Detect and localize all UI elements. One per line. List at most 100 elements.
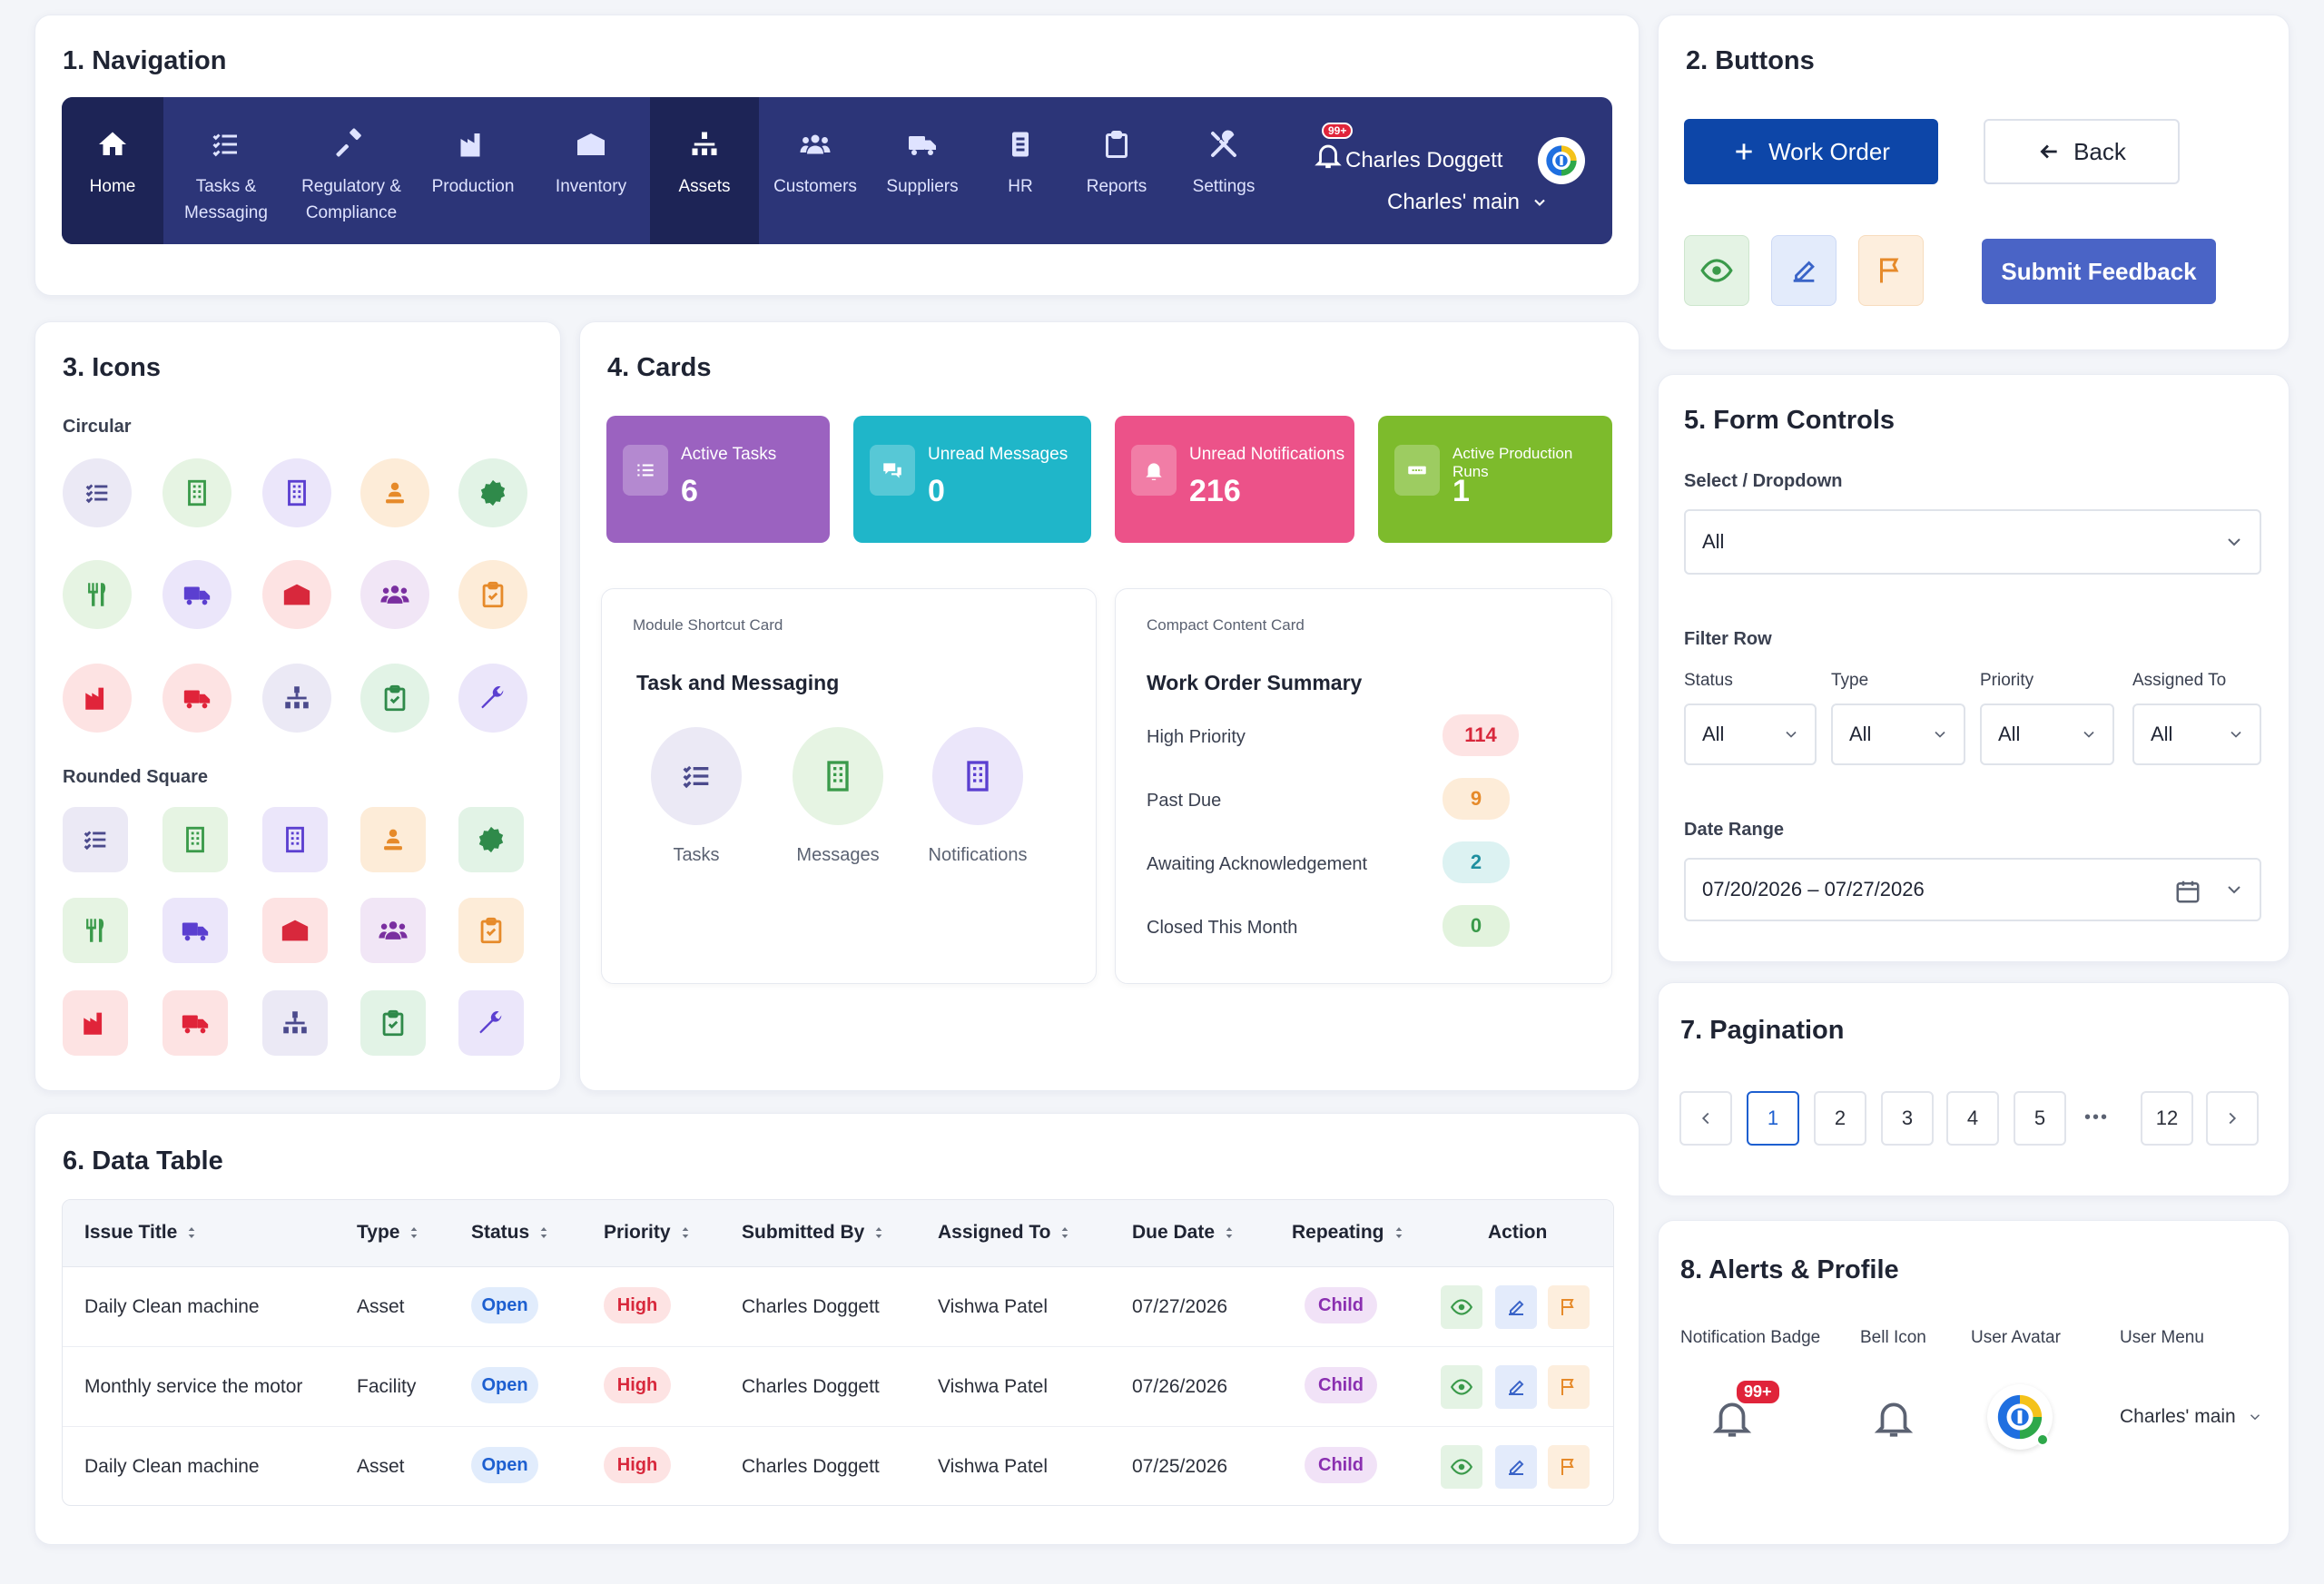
main-select[interactable]: All xyxy=(1684,509,2261,575)
page-button-4[interactable]: 4 xyxy=(1946,1091,1999,1146)
column-header-repeating[interactable]: Repeating xyxy=(1292,1222,1406,1244)
navigation-title: 1. Navigation xyxy=(63,46,227,75)
truck-icon xyxy=(909,136,936,155)
date-range-label: Date Range xyxy=(1684,820,1785,840)
page-button-3[interactable]: 3 xyxy=(1881,1091,1934,1146)
sort-icon[interactable] xyxy=(1058,1224,1072,1242)
nav-label-assets: Assets xyxy=(678,177,731,196)
row-edit-button[interactable] xyxy=(1495,1285,1537,1329)
column-header-priority[interactable]: Priority xyxy=(604,1222,693,1244)
column-header-type[interactable]: Type xyxy=(357,1222,421,1244)
sort-icon[interactable] xyxy=(407,1224,421,1242)
list-icon xyxy=(683,765,709,789)
prev-page-button[interactable] xyxy=(1679,1091,1732,1146)
nav-item-customers[interactable]: Customers xyxy=(759,97,872,244)
building-icon-tile xyxy=(262,458,331,527)
row-view-button[interactable] xyxy=(1441,1365,1482,1409)
page-button-1[interactable]: 1 xyxy=(1747,1091,1799,1146)
calendar-icon[interactable] xyxy=(2174,878,2201,905)
sort-icon[interactable] xyxy=(872,1224,886,1242)
user-menu-dropdown[interactable]: Charles' main xyxy=(2120,1406,2263,1428)
summary-count-badge: 9 xyxy=(1443,778,1510,820)
user-avatar[interactable] xyxy=(1987,1384,2053,1450)
sort-icon[interactable] xyxy=(678,1224,693,1242)
building-icon-tile xyxy=(162,458,231,527)
column-header-assigned-to[interactable]: Assigned To xyxy=(938,1222,1072,1244)
filter-status-select[interactable]: All xyxy=(1684,703,1817,765)
building-icon xyxy=(286,826,304,853)
nav-item-settings[interactable]: Settings xyxy=(1166,97,1282,244)
sort-icon[interactable] xyxy=(1392,1224,1406,1242)
next-page-button[interactable] xyxy=(2206,1091,2259,1146)
table-row[interactable]: Daily Clean machine Asset Open High Charles … xyxy=(63,1267,1613,1347)
sort-icon[interactable] xyxy=(1222,1224,1236,1242)
stat-label: Unread Messages xyxy=(928,445,1068,464)
table-row[interactable]: Daily Clean machine Asset Open High Charles … xyxy=(63,1427,1613,1505)
row-view-button[interactable] xyxy=(1441,1445,1482,1489)
nav-item-hr[interactable]: HR xyxy=(973,97,1068,244)
column-header-due-date[interactable]: Due Date xyxy=(1132,1222,1236,1244)
page-button-12[interactable]: 12 xyxy=(2141,1091,2193,1146)
bell-icon[interactable] xyxy=(1313,139,1344,172)
stat-value: 1 xyxy=(1452,474,1470,508)
sort-icon[interactable] xyxy=(184,1224,199,1242)
clipboard-check-icon xyxy=(482,581,504,608)
date-range-input[interactable]: 07/20/2026 – 07/27/2026 xyxy=(1684,858,2261,921)
nav-location-select[interactable]: Charles' main xyxy=(1387,190,1549,215)
module-messages-button[interactable] xyxy=(793,727,883,825)
flag-button[interactable] xyxy=(1858,235,1924,306)
nav-item-assets[interactable]: Assets xyxy=(650,97,759,244)
module-notifications-button[interactable] xyxy=(932,727,1023,825)
wrench-icon xyxy=(479,1011,502,1034)
column-header-submitted-by[interactable]: Submitted By xyxy=(742,1222,886,1244)
bell-icon[interactable] xyxy=(1871,1392,1916,1444)
nav-item-home[interactable]: Home xyxy=(62,97,163,244)
stat-label: Unread Notifications xyxy=(1189,445,1345,464)
row-flag-button[interactable] xyxy=(1548,1445,1590,1489)
nav-item-tasks[interactable]: Tasks & Messaging xyxy=(163,97,289,244)
nav-item-inventory[interactable]: Inventory xyxy=(532,97,650,244)
bell-with-badge-icon[interactable] xyxy=(1709,1392,1755,1444)
stat-card-active-production-runs[interactable]: Active Production Runs 1 xyxy=(1378,416,1612,543)
nav-item-reports[interactable]: Reports xyxy=(1068,97,1166,244)
avatar[interactable] xyxy=(1538,137,1585,184)
factory-icon-tile xyxy=(63,664,132,733)
row-edit-button[interactable] xyxy=(1495,1445,1537,1489)
page-button-2[interactable]: 2 xyxy=(1814,1091,1866,1146)
work-order-button[interactable]: Work Order xyxy=(1684,119,1938,184)
nav-item-suppliers[interactable]: Suppliers xyxy=(872,97,973,244)
filter-assigned-label: Assigned To xyxy=(2132,671,2227,690)
view-button[interactable] xyxy=(1684,235,1749,306)
stat-card-unread-notifications[interactable]: Unread Notifications 216 xyxy=(1115,416,1354,543)
home-icon xyxy=(99,132,126,155)
filter-assigned-select[interactable]: All xyxy=(2132,703,2261,765)
row-flag-button[interactable] xyxy=(1548,1285,1590,1329)
list-icon xyxy=(85,484,108,504)
nav-item-production[interactable]: Production xyxy=(414,97,532,244)
nav-item-regulatory[interactable]: Regulatory & Compliance xyxy=(289,97,414,244)
nav-user-area[interactable]: 99+ Charles Doggett Charles' main xyxy=(1313,123,1585,224)
back-button[interactable]: Back xyxy=(1984,119,2180,184)
filter-priority-select[interactable]: All xyxy=(1980,703,2114,765)
column-header-issue-title[interactable]: Issue Title xyxy=(84,1222,199,1244)
date-range-value: 07/20/2026 – 07/27/2026 xyxy=(1702,878,1925,900)
flag-icon xyxy=(1880,258,1899,283)
submit-feedback-button[interactable]: Submit Feedback xyxy=(1982,239,2216,304)
column-header-label: Status xyxy=(471,1222,530,1243)
page-button-5[interactable]: 5 xyxy=(2014,1091,2066,1146)
filter-row-label: Filter Row xyxy=(1684,629,1772,649)
row-view-button[interactable] xyxy=(1441,1285,1482,1329)
edit-button[interactable] xyxy=(1771,235,1837,306)
table-row[interactable]: Monthly service the motor Facility Open Hig… xyxy=(63,1347,1613,1427)
stat-card-active-tasks[interactable]: Active Tasks 6 xyxy=(606,416,830,543)
nav-user-name[interactable]: Charles Doggett xyxy=(1345,148,1503,172)
module-tasks-button[interactable] xyxy=(651,727,742,825)
row-flag-button[interactable] xyxy=(1548,1365,1590,1409)
priority-badge: High xyxy=(604,1447,671,1483)
row-edit-button[interactable] xyxy=(1495,1365,1537,1409)
filter-type-select[interactable]: All xyxy=(1831,703,1965,765)
column-header-status[interactable]: Status xyxy=(471,1222,551,1244)
stat-card-unread-messages[interactable]: Unread Messages 0 xyxy=(853,416,1091,543)
module-item-label: Tasks xyxy=(673,845,720,865)
sort-icon[interactable] xyxy=(537,1224,551,1242)
